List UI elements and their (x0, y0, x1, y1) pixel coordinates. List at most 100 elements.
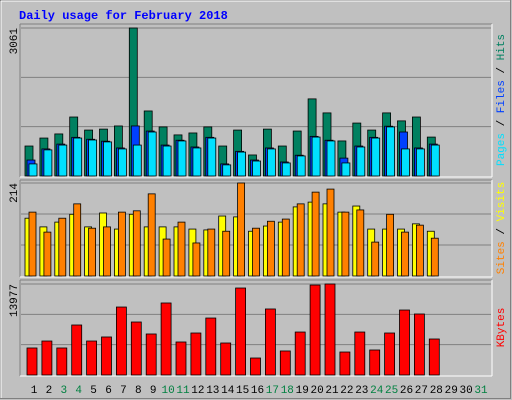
bar (341, 211, 350, 277)
bar (205, 317, 217, 376)
x-tick-label: 4 (75, 385, 82, 397)
bar (311, 136, 321, 177)
bar (371, 241, 380, 277)
bar (279, 350, 291, 376)
bar (58, 144, 68, 177)
legend-separator: / (496, 60, 508, 80)
bar (341, 162, 351, 177)
legend-entry: Hits (496, 34, 508, 60)
bar (235, 287, 247, 376)
bar (428, 338, 440, 376)
bar (294, 331, 306, 376)
bar (162, 238, 171, 277)
bar (56, 347, 68, 376)
x-tick-label: 17 (266, 385, 279, 397)
bar (207, 228, 216, 277)
bar (28, 163, 38, 177)
bar (371, 137, 381, 177)
x-tick-label: 21 (325, 385, 339, 397)
bar (73, 203, 82, 277)
bar (132, 144, 142, 177)
bar (326, 188, 335, 277)
bar (237, 182, 246, 277)
chart-title: Daily usage for February 2018 (19, 9, 228, 23)
legend: Sites / Visits (496, 182, 508, 274)
x-tick-label: 27 (415, 385, 428, 397)
bar (250, 357, 261, 376)
x-tick-label: 7 (120, 385, 127, 397)
bar (71, 324, 83, 376)
y-tick-label: 13977 (9, 284, 21, 317)
legend-entry: Pages (496, 133, 508, 166)
bar (401, 231, 409, 277)
bar (116, 306, 127, 376)
bar (309, 284, 321, 376)
bar (415, 224, 424, 277)
x-tick-label: 6 (105, 385, 112, 397)
bar (190, 332, 202, 376)
x-tick-label: 2 (46, 385, 53, 397)
x-tick-label: 12 (191, 385, 204, 397)
bar (413, 313, 425, 376)
bar (222, 164, 232, 177)
bar (101, 336, 112, 376)
x-tick-label: 28 (430, 385, 443, 397)
bar (266, 220, 275, 277)
bar (354, 331, 366, 376)
bar (28, 211, 37, 277)
bar (415, 148, 425, 177)
legend-entry: Files (496, 80, 508, 113)
x-tick-label: 26 (400, 385, 413, 397)
bar (43, 231, 52, 277)
bar (103, 226, 111, 277)
x-tick-label: 14 (221, 385, 235, 397)
x-tick-label: 1 (31, 385, 38, 397)
x-tick-label: 10 (161, 385, 174, 397)
x-tick-label: 13 (206, 385, 219, 397)
bar (252, 227, 260, 277)
bar (326, 140, 336, 177)
x-tick-label: 23 (355, 385, 368, 397)
x-tick-label: 31 (474, 385, 488, 397)
bar (147, 131, 157, 177)
y-tick-label: 3061 (9, 28, 21, 55)
bar (430, 144, 440, 177)
x-tick-label: 25 (385, 385, 398, 397)
x-tick-label: 22 (340, 385, 353, 397)
legend: KBytes (496, 308, 508, 348)
bar (132, 210, 141, 277)
bar (252, 160, 261, 177)
bar (386, 126, 396, 177)
x-tick-label: 29 (445, 385, 458, 397)
bar (296, 203, 305, 277)
bar (220, 342, 232, 376)
bar (264, 308, 276, 376)
bar (237, 151, 247, 177)
bar (118, 148, 127, 177)
legend-entry: Sites (496, 241, 508, 274)
bar (430, 237, 439, 277)
bar (130, 321, 142, 376)
legend-separator: / (496, 113, 508, 133)
bar (43, 149, 53, 177)
x-tick-label: 15 (236, 385, 249, 397)
bar (177, 140, 187, 177)
bar (281, 162, 291, 177)
bar (147, 193, 156, 277)
bar (384, 332, 396, 376)
bar (311, 191, 320, 277)
x-tick-label: 8 (135, 385, 142, 397)
bar (339, 351, 351, 376)
bar (192, 242, 201, 277)
bar (177, 221, 186, 277)
x-tick-label: 3 (60, 385, 67, 397)
legend: Pages / Files / Hits (496, 34, 508, 166)
bar (88, 139, 97, 177)
x-tick-label: 11 (176, 385, 190, 397)
bar (118, 211, 126, 277)
x-tick-label: 16 (251, 385, 264, 397)
bar (103, 141, 112, 177)
bar (26, 347, 38, 376)
x-tick-label: 20 (310, 385, 323, 397)
